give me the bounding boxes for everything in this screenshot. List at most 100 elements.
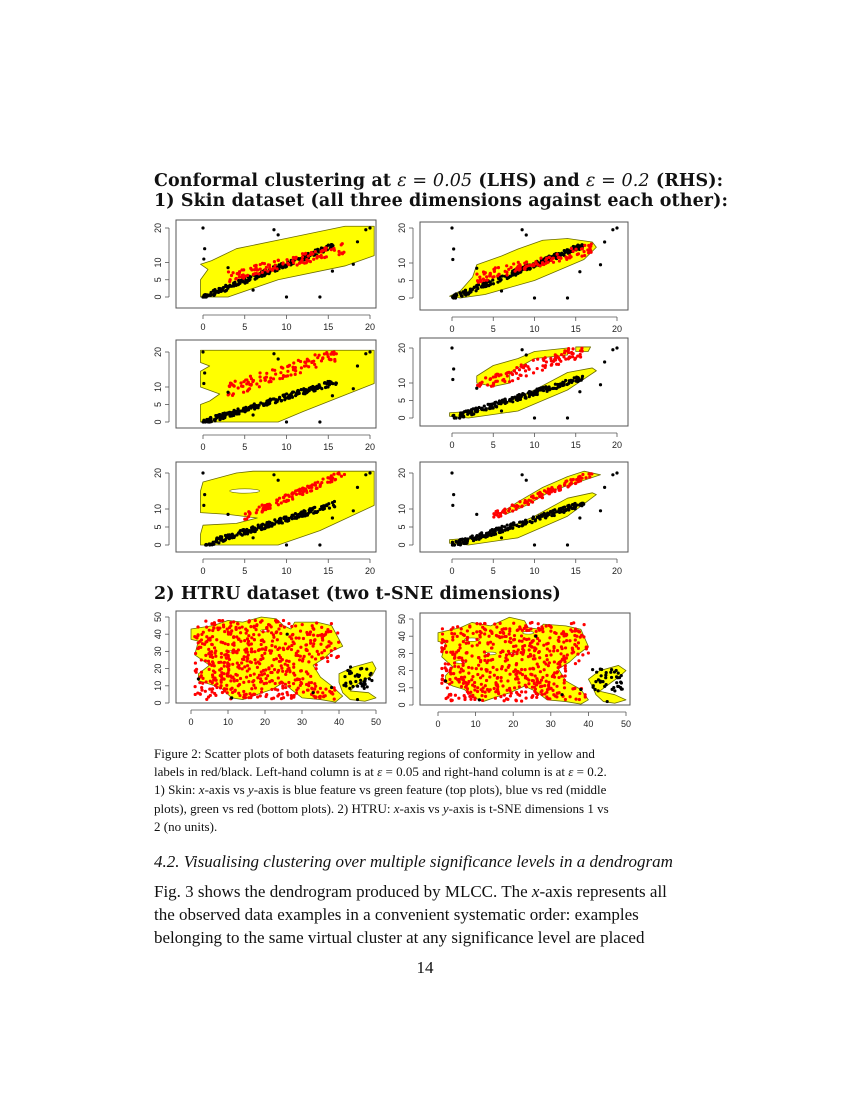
y-tick-label: 5: [153, 524, 163, 529]
paragraph-text: -axis represents all: [539, 882, 667, 901]
y-tick-label: 50: [397, 614, 407, 624]
x-tick-label: 10: [281, 442, 291, 452]
y-tick-label: 10: [397, 378, 407, 388]
caption-line: labels in red/black. Left-hand column is…: [154, 763, 698, 781]
scatter-svg: 0 5 10 15 20 0 5 10 20: [153, 461, 377, 576]
page-number: 14: [416, 958, 434, 977]
paragraph-line: belonging to the same virtual cluster at…: [154, 928, 645, 947]
figure-heading-line1: Conformal clustering at ε = 0.05 (LHS) a…: [154, 171, 723, 191]
y-tick-label: 10: [153, 504, 163, 514]
y-tick-label: 10: [397, 683, 407, 693]
caption-math: ε: [568, 764, 574, 780]
x-tick-label: 20: [365, 566, 375, 576]
x-tick-label: 5: [491, 324, 496, 334]
x-tick-label: 10: [471, 719, 481, 729]
plot-frame: [419, 221, 629, 311]
data-points: [201, 471, 372, 547]
y-tick-label: 20: [397, 223, 407, 233]
x-tick-label: 20: [365, 442, 375, 452]
x-tick-label: 5: [491, 566, 496, 576]
caption-math: x: [198, 782, 205, 798]
y-tick-label: 20: [153, 223, 163, 233]
x-tick-label: 40: [583, 719, 593, 729]
y-tick-label: 0: [397, 415, 407, 420]
y-axis: 0 10 20 30 40 50: [397, 614, 414, 708]
y-tick-label: 20: [397, 666, 407, 676]
y-tick-label: 5: [397, 524, 407, 529]
caption-line: plots), green vs red (bottom plots). 2) …: [154, 800, 698, 818]
x-tick-label: 20: [260, 717, 270, 727]
paragraph-text: Fig. 3 shows the dendrogram produced by …: [154, 882, 532, 901]
plot-area: [200, 225, 375, 299]
plot-area: [200, 470, 375, 547]
x-tick-label: 0: [449, 324, 454, 334]
y-tick-label: 0: [153, 700, 163, 705]
caption-text: = 0.2.: [573, 764, 607, 780]
scatter-svg: 0 5 10 15 20 0 5 10 20: [153, 219, 377, 332]
y-tick-label: 0: [153, 542, 163, 547]
body-paragraph: Fig. 3 shows the dendrogram produced by …: [154, 880, 702, 949]
paragraph-line: the observed data examples in a convenie…: [154, 905, 639, 924]
x-tick-label: 10: [281, 322, 291, 332]
x-tick-label: 50: [371, 717, 381, 727]
conformity-region: [200, 349, 375, 423]
caption-text: plots), green vs red (bottom plots). 2) …: [154, 800, 394, 816]
caption-text: labels in red/black. Left-hand column is…: [154, 764, 378, 780]
x-axis: 0 5 10 15 20: [449, 316, 622, 334]
caption-math: ε: [377, 764, 383, 780]
x-tick-label: 20: [365, 322, 375, 332]
x-tick-label: 30: [546, 719, 556, 729]
htru-heading: 2) HTRU dataset (two t-SNE dimensions): [154, 584, 561, 604]
x-tick-label: 10: [281, 566, 291, 576]
caption-line: 2 (no units).: [154, 818, 218, 834]
x-tick-label: 0: [449, 440, 454, 450]
y-tick-label: 0: [397, 542, 407, 547]
caption-text: -axis is blue feature vs green feature (…: [253, 782, 607, 798]
plot-area: [437, 616, 627, 705]
x-tick-label: 15: [571, 440, 581, 450]
x-tick-label: 15: [323, 322, 333, 332]
paragraph-math: x: [531, 882, 540, 901]
x-tick-label: 5: [242, 442, 247, 452]
plot-frame: [419, 612, 631, 706]
x-tick-label: 20: [612, 566, 622, 576]
y-tick-label: 10: [153, 681, 163, 691]
y-tick-label: 10: [153, 382, 163, 392]
x-tick-label: 10: [223, 717, 233, 727]
data-points: [201, 350, 372, 424]
y-axis: 0 5 10 20: [397, 343, 414, 421]
caption-math: x: [393, 800, 400, 816]
plot-frame: [175, 461, 377, 553]
x-tick-label: 30: [297, 717, 307, 727]
x-axis: 0 5 10 15 20: [200, 558, 375, 576]
data-points: [450, 226, 619, 300]
epsilon-lhs: ε = 0.05: [397, 171, 473, 191]
x-tick-label: 40: [334, 717, 344, 727]
x-tick-label: 20: [612, 440, 622, 450]
plot-frame: [419, 337, 629, 427]
x-tick-label: 15: [571, 566, 581, 576]
heading-text: (RHS):: [649, 171, 724, 191]
region-hole: [229, 488, 261, 494]
scatter-svg: 0 5 10 15 20 0 5 10 20: [397, 461, 629, 576]
y-tick-label: 10: [397, 258, 407, 268]
y-tick-label: 50: [153, 612, 163, 622]
y-tick-label: 40: [153, 629, 163, 639]
plot-frame: [175, 219, 377, 309]
y-tick-label: 40: [397, 631, 407, 641]
y-tick-label: 10: [153, 257, 163, 267]
scatter-svg: 0 5 10 15 20 0 5 10 20: [397, 221, 629, 334]
y-tick-label: 0: [153, 419, 163, 424]
y-tick-label: 20: [397, 468, 407, 478]
caption-text: -axis is t-SNE dimensions 1 vs: [448, 800, 609, 816]
figure-caption: Figure 2: Scatter plots of both datasets…: [154, 745, 698, 836]
y-tick-label: 5: [397, 278, 407, 283]
x-tick-label: 50: [621, 719, 631, 729]
y-tick-label: 30: [153, 646, 163, 656]
plot-area: [449, 346, 619, 420]
y-tick-label: 10: [397, 504, 407, 514]
x-tick-label: 0: [435, 719, 440, 729]
figure-heading-line2: 1) Skin dataset (all three dimensions ag…: [154, 191, 729, 211]
x-tick-label: 10: [529, 440, 539, 450]
y-tick-label: 0: [153, 294, 163, 299]
